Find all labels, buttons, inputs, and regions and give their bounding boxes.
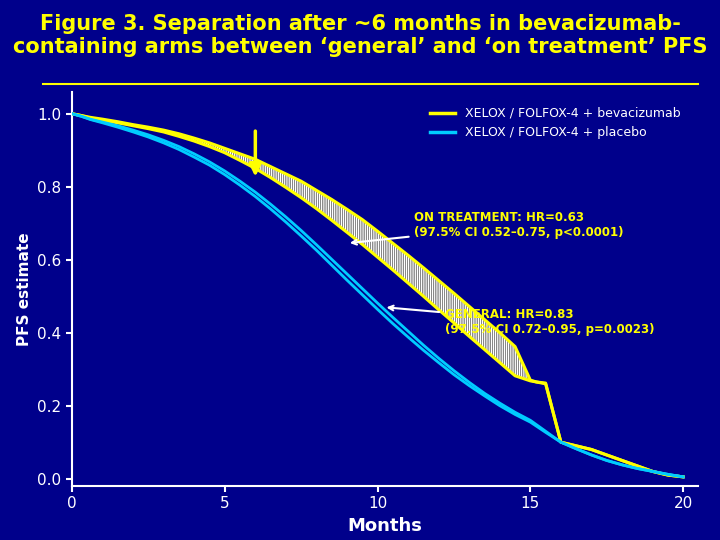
Y-axis label: PFS estimate: PFS estimate [17, 232, 32, 346]
Text: ON TREATMENT: HR=0.63
(97.5% CI 0.52–0.75, p<0.0001): ON TREATMENT: HR=0.63 (97.5% CI 0.52–0.7… [352, 211, 624, 245]
Text: GENERAL: HR=0.83
(97.5% CI 0.72–0.95, p=0.0023): GENERAL: HR=0.83 (97.5% CI 0.72–0.95, p=… [389, 306, 654, 336]
Legend: XELOX / FOLFOX-4 + bevacizumab, XELOX / FOLFOX-4 + placebo: XELOX / FOLFOX-4 + bevacizumab, XELOX / … [426, 102, 686, 144]
Text: Figure 3. Separation after ~6 months in bevacizumab-
containing arms between ‘ge: Figure 3. Separation after ~6 months in … [13, 14, 707, 57]
X-axis label: Months: Months [348, 517, 423, 535]
